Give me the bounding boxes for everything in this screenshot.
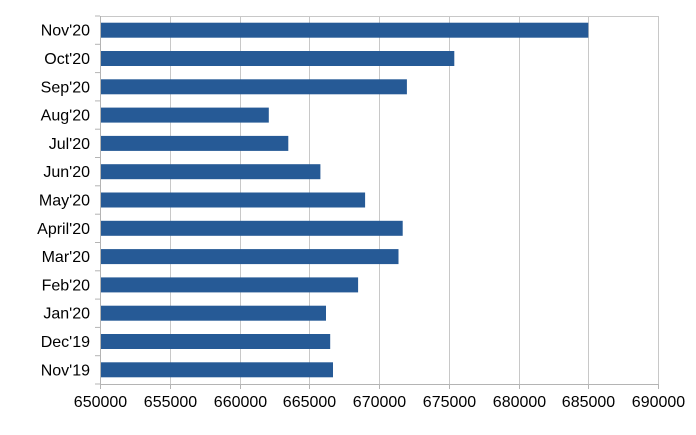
bar-3: [100, 107, 269, 123]
bar-6: [100, 192, 366, 208]
bar-2: [100, 79, 407, 95]
bar-5: [100, 164, 321, 180]
category-label-5: Jun'20: [43, 164, 90, 181]
category-label-2: Sep'20: [41, 79, 90, 96]
bar-0: [100, 22, 589, 38]
category-label-6: May'20: [39, 193, 90, 210]
bar-8: [100, 249, 399, 265]
category-label-1: Oct'20: [44, 51, 90, 68]
gridlines: [100, 16, 659, 384]
category-label-9: Feb'20: [42, 277, 91, 294]
category-label-10: Jan'20: [43, 306, 90, 323]
x-tick-label-4: 670000: [353, 394, 406, 411]
category-label-8: Mar'20: [42, 249, 91, 266]
category-label-11: Dec'19: [41, 334, 90, 351]
category-label-3: Aug'20: [41, 108, 90, 125]
bar-12: [100, 362, 333, 378]
category-label-0: Nov'20: [41, 23, 90, 40]
bars: [100, 22, 589, 378]
bar-1: [100, 51, 455, 66]
x-tick-label-0: 650000: [74, 394, 127, 411]
x-tick-label-3: 665000: [283, 394, 336, 411]
bar-11: [100, 334, 331, 349]
x-tick-label-5: 675000: [423, 394, 476, 411]
x-tick-label-1: 655000: [144, 394, 197, 411]
x-tick-label-8: 690000: [632, 394, 685, 411]
x-tick-label-6: 680000: [493, 394, 546, 411]
category-labels: Nov'20 Oct'20 Sep'20 Aug'20 Jul'20 Jun'20 May'…: [37, 23, 90, 380]
bar-10: [100, 305, 326, 321]
axes: [95, 15, 659, 389]
bar-9: [100, 277, 359, 293]
x-tick-labels: 650000 655000 660000 665000 670000 675000 6800…: [74, 394, 685, 411]
x-tick-label-2: 660000: [214, 394, 267, 411]
category-label-7: April'20: [37, 221, 90, 238]
bar-4: [100, 135, 289, 151]
x-tick-label-7: 685000: [562, 394, 615, 411]
category-label-12: Nov'19: [41, 362, 90, 379]
category-label-4: Jul'20: [49, 136, 90, 153]
bar-7: [100, 220, 403, 236]
